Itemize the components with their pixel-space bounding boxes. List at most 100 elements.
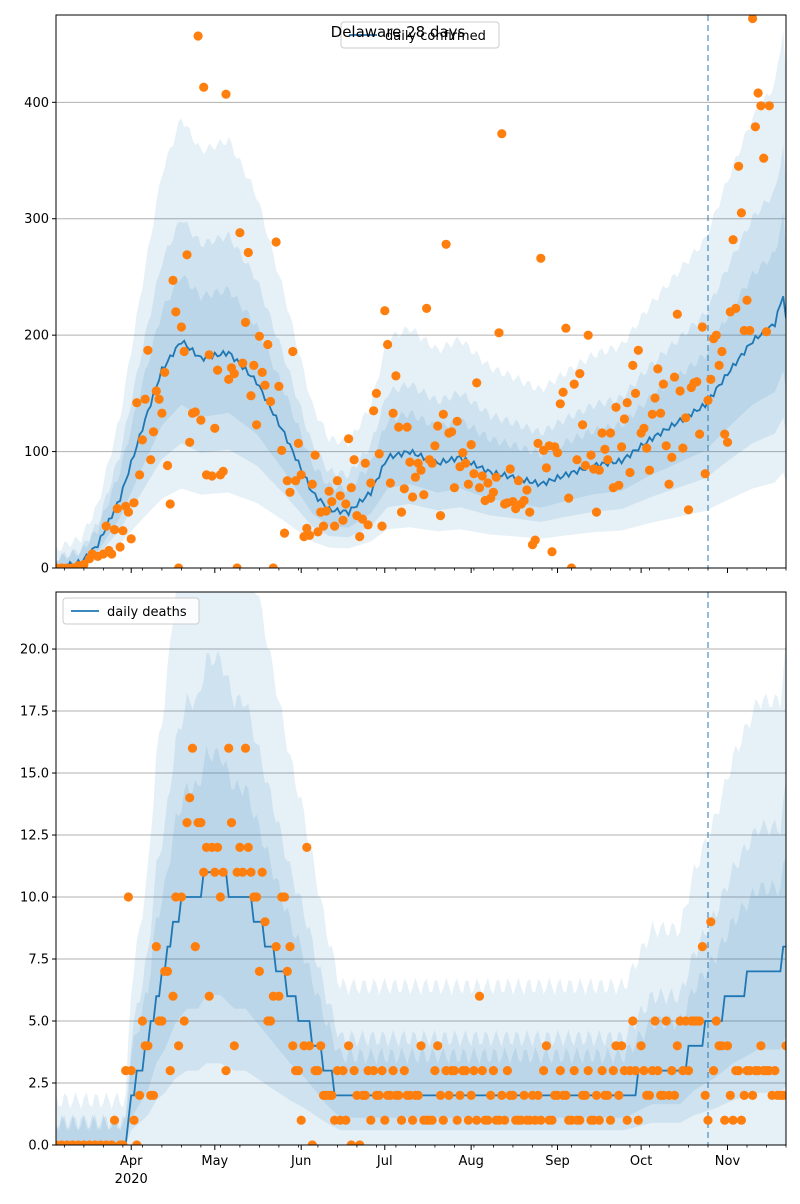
- data-point: [316, 1041, 326, 1051]
- data-point: [430, 441, 440, 451]
- data-point: [695, 1016, 705, 1026]
- data-point: [341, 1115, 351, 1125]
- data-point: [396, 507, 407, 517]
- data-point: [653, 364, 663, 374]
- data-point: [461, 1066, 471, 1076]
- data-point: [770, 1066, 780, 1076]
- data-point: [268, 563, 278, 568]
- data-point: [252, 420, 262, 430]
- x-tick-label: Apr: [120, 1154, 143, 1169]
- data-point: [497, 1090, 507, 1100]
- data-point: [118, 1140, 128, 1145]
- data-point: [650, 393, 660, 403]
- data-point: [274, 381, 284, 391]
- data-point: [519, 1090, 529, 1100]
- data-point: [307, 479, 317, 489]
- data-point: [355, 532, 365, 542]
- data-point: [252, 892, 262, 902]
- data-point: [756, 101, 766, 111]
- y-tick-label: 0: [41, 562, 49, 577]
- data-point: [697, 322, 708, 332]
- data-point: [619, 414, 630, 424]
- data-point: [240, 743, 251, 753]
- data-point: [112, 504, 122, 514]
- data-point: [622, 1115, 632, 1125]
- data-point: [728, 1115, 738, 1125]
- data-point: [207, 471, 217, 481]
- data-point: [472, 378, 482, 388]
- data-point: [697, 942, 708, 952]
- data-point: [185, 793, 195, 803]
- data-point: [304, 1041, 315, 1051]
- data-point: [391, 371, 401, 381]
- data-point: [366, 478, 376, 488]
- data-point: [547, 547, 557, 557]
- data-point: [667, 452, 677, 462]
- x-tick-label: Jun: [290, 1154, 311, 1169]
- confirmed-panel: 0 100 200 300 400 daily confirmed: [24, 14, 787, 577]
- x-year-label: 2020: [115, 1172, 148, 1187]
- data-point: [628, 1016, 638, 1026]
- data-point: [257, 367, 267, 377]
- data-point: [449, 483, 459, 493]
- data-point: [566, 563, 577, 568]
- data-point: [522, 485, 532, 495]
- data-point: [363, 520, 373, 530]
- data-point: [675, 386, 685, 396]
- data-point: [338, 515, 348, 525]
- data-point: [753, 88, 763, 98]
- data-point: [257, 867, 267, 877]
- data-point: [240, 317, 251, 327]
- data-point: [324, 486, 334, 496]
- data-point: [644, 1090, 655, 1100]
- data-point: [330, 521, 340, 531]
- data-point: [617, 442, 627, 452]
- data-point: [291, 476, 301, 486]
- data-point: [360, 458, 370, 468]
- data-point: [346, 483, 356, 493]
- data-point: [215, 892, 225, 902]
- data-point: [447, 427, 457, 437]
- data-point: [132, 398, 142, 408]
- y-tick-label: 10.0: [20, 891, 49, 906]
- axes-frame: [55, 14, 787, 569]
- data-point: [360, 1090, 370, 1100]
- data-point: [157, 1016, 167, 1026]
- data-point: [107, 1140, 117, 1145]
- data-point: [109, 1115, 120, 1125]
- data-point: [160, 367, 170, 377]
- data-point: [235, 842, 245, 853]
- x-tick-label: Oct: [630, 1154, 652, 1169]
- data-point: [477, 471, 487, 481]
- data-point: [709, 1066, 719, 1076]
- y-tick-label: 5.0: [28, 1015, 49, 1030]
- data-point: [346, 1140, 356, 1145]
- data-point: [474, 991, 485, 1001]
- data-point: [466, 1090, 476, 1100]
- data-point: [310, 450, 320, 460]
- data-point: [600, 444, 610, 454]
- legend-label: daily deaths: [107, 605, 187, 620]
- data-point: [232, 563, 242, 568]
- data-point: [672, 309, 682, 319]
- data-point: [318, 521, 329, 531]
- data-point: [254, 331, 264, 341]
- axes-frame: [55, 591, 787, 1146]
- data-point: [349, 1066, 359, 1076]
- data-point: [452, 1115, 462, 1125]
- data-point: [374, 449, 384, 459]
- data-point: [135, 1090, 145, 1100]
- data-point: [187, 743, 198, 753]
- data-point: [388, 1066, 398, 1076]
- data-point: [396, 1115, 407, 1125]
- data-point: [304, 530, 315, 541]
- data-point: [146, 455, 156, 465]
- data-point: [405, 457, 415, 467]
- data-point: [541, 463, 552, 473]
- data-point: [591, 507, 602, 517]
- data-point: [410, 472, 420, 482]
- data-point: [221, 1066, 231, 1076]
- data-point: [683, 1066, 694, 1076]
- data-point: [561, 1090, 571, 1100]
- data-point: [182, 818, 192, 828]
